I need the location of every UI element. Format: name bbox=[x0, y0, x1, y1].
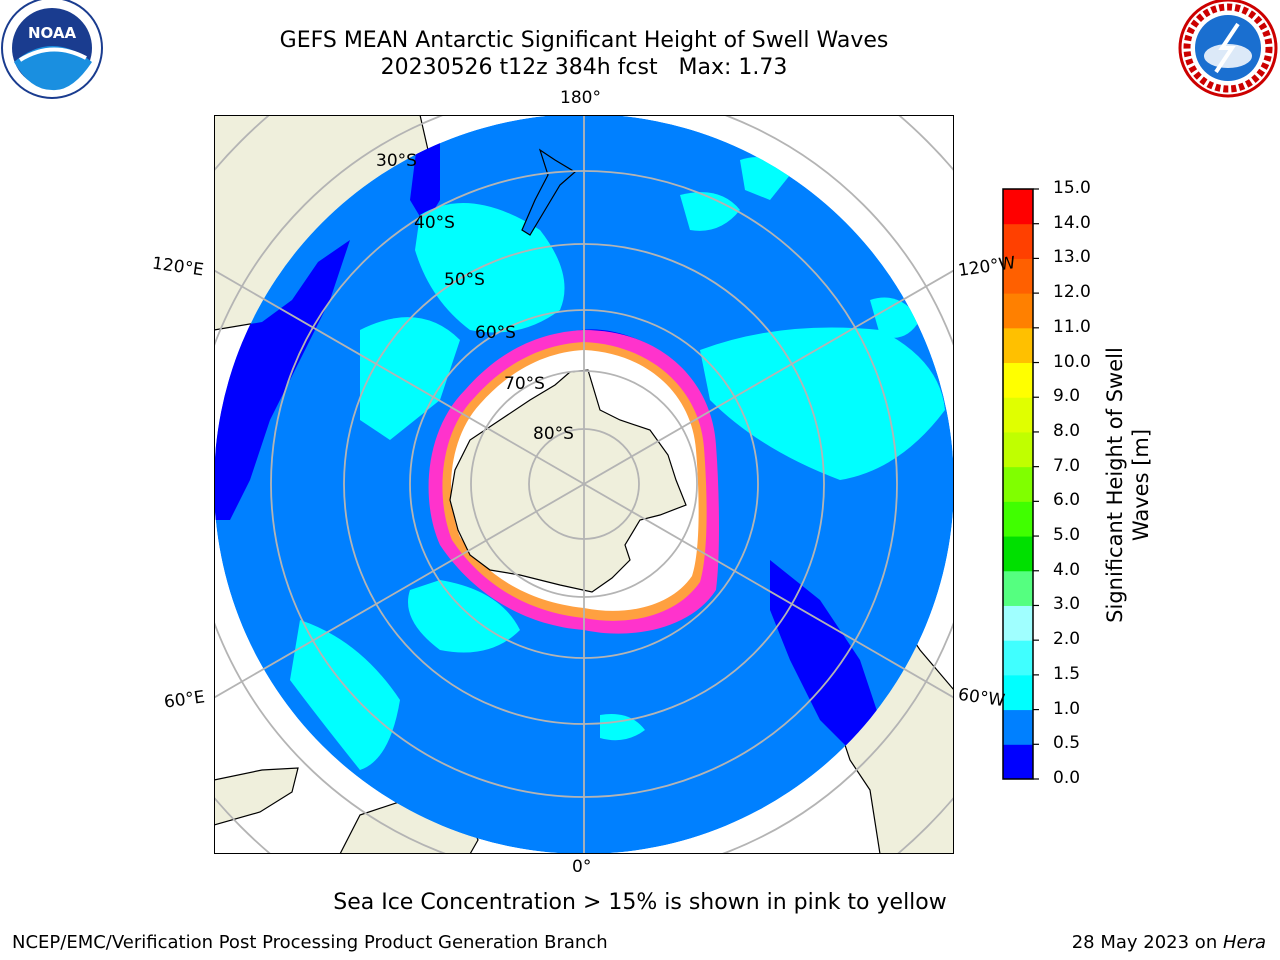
footer-date-text: 28 May 2023 on bbox=[1071, 932, 1223, 953]
colorbar-segment bbox=[1003, 536, 1033, 572]
colorbar-segment bbox=[1003, 223, 1033, 259]
footer-credit: NCEP/EMC/Verification Post Processing Pr… bbox=[12, 932, 608, 953]
lat-label-60s: 60°S bbox=[475, 323, 516, 343]
graticule bbox=[214, 115, 954, 854]
colorbar-segment bbox=[1003, 362, 1033, 398]
colorbar-tick-label: 3.0 bbox=[1053, 594, 1081, 615]
lon-label-0: 0° bbox=[572, 857, 592, 877]
colorbar-segment bbox=[1003, 674, 1033, 711]
colorbar-tick-label: 1.5 bbox=[1053, 663, 1081, 684]
colorbar-tick-label: 11.0 bbox=[1053, 316, 1091, 337]
noaa-logo: NOAA bbox=[1, 0, 103, 99]
colorbar-tick-label: 0.0 bbox=[1053, 768, 1081, 788]
sea-ice-caption: Sea Ice Concentration > 15% is shown in … bbox=[333, 890, 947, 915]
colorbar-tick-label: 12.0 bbox=[1053, 282, 1091, 303]
colorbar-title: Significant Height of Swell Waves [m] bbox=[1103, 347, 1153, 623]
svg-text:NOAA: NOAA bbox=[28, 24, 77, 42]
lat-label-70s: 70°S bbox=[504, 374, 545, 394]
colorbar-segment bbox=[1003, 397, 1033, 433]
national-weather-service-logo bbox=[1178, 0, 1278, 98]
colorbar-tick-label: 9.0 bbox=[1053, 386, 1081, 407]
colorbar-tick-label: 10.0 bbox=[1053, 351, 1091, 372]
footer-date: 28 May 2023 on Hera bbox=[1072, 932, 1266, 953]
chart-subtitle: 20230526 t12z 384h fcst Max: 1.73 bbox=[380, 55, 788, 80]
lat-label-30s: 30°S bbox=[376, 151, 417, 171]
lon-label-180: 180° bbox=[560, 88, 601, 108]
colorbar-segment bbox=[1003, 327, 1033, 364]
colorbar bbox=[1002, 188, 1039, 780]
footer-host: Hera bbox=[1222, 932, 1266, 953]
colorbar-segment bbox=[1003, 570, 1033, 606]
colorbar-tick-label: 8.0 bbox=[1053, 420, 1081, 441]
colorbar-tick-label: 5.0 bbox=[1053, 525, 1081, 546]
colorbar-tick-label: 14.0 bbox=[1053, 212, 1091, 233]
colorbar-tick-label: 0.5 bbox=[1053, 733, 1081, 754]
colorbar-tick-label: 15.0 bbox=[1053, 178, 1091, 198]
colorbar-tick-label: 2.0 bbox=[1053, 629, 1081, 650]
colorbar-tick-label: 4.0 bbox=[1053, 559, 1081, 580]
colorbar-segment bbox=[1003, 709, 1033, 745]
colorbar-tick-label: 1.0 bbox=[1053, 698, 1081, 719]
mid-swell-regions bbox=[290, 157, 945, 770]
colorbar-tick-label: 13.0 bbox=[1053, 247, 1091, 268]
chart-title: GEFS MEAN Antarctic Significant Height o… bbox=[279, 28, 889, 53]
colorbar-tick-label: 7.0 bbox=[1053, 455, 1081, 476]
colorbar-segment bbox=[1003, 258, 1033, 294]
colorbar-segment bbox=[1003, 466, 1033, 502]
colorbar-segment bbox=[1003, 431, 1033, 468]
colorbar-segment bbox=[1003, 501, 1033, 537]
lat-label-50s: 50°S bbox=[444, 270, 485, 290]
colorbar-frame bbox=[1002, 188, 1034, 780]
colorbar-segment bbox=[1003, 744, 1033, 780]
colorbar-segment bbox=[1003, 640, 1033, 676]
lat-label-80s: 80°S bbox=[533, 424, 574, 444]
colorbar-segment bbox=[1003, 605, 1033, 641]
antarctica bbox=[449, 369, 687, 593]
lat-label-40s: 40°S bbox=[414, 213, 455, 233]
colorbar-tick-label: 6.0 bbox=[1053, 490, 1081, 511]
colorbar-segment bbox=[1003, 293, 1033, 329]
colorbar-segment bbox=[1003, 189, 1033, 225]
